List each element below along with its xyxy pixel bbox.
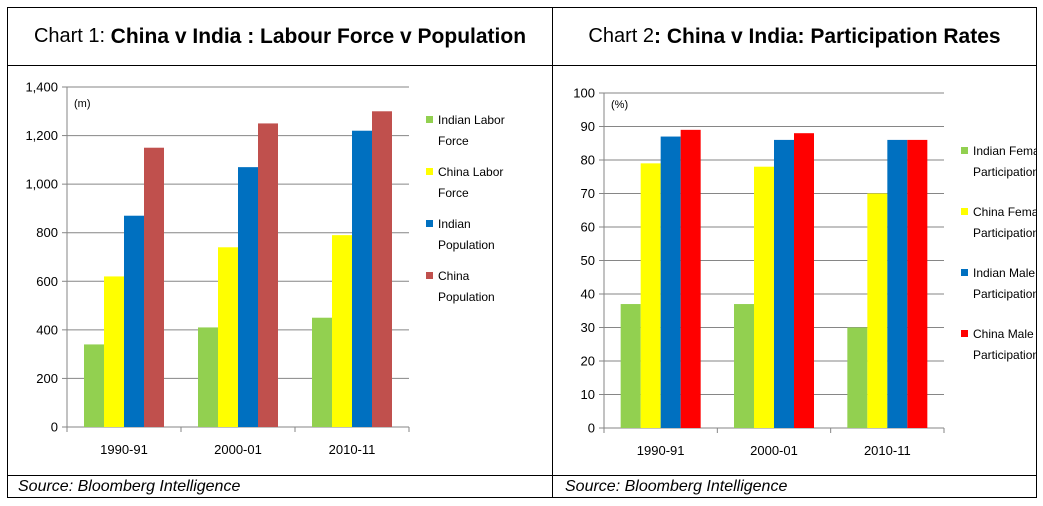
chart2-legend-label: China Male — [973, 327, 1034, 341]
chart1-bar — [332, 235, 352, 427]
chart2-bar — [774, 139, 794, 428]
chart2-ytick-label: 70 — [581, 186, 595, 201]
chart1-bar — [198, 327, 218, 427]
chart2-legend-label: Participation — [973, 287, 1036, 301]
chart1-title: Chart 1: China v India : Labour Force v … — [8, 8, 552, 65]
chart2-ytick-label: 0 — [588, 421, 595, 436]
chart2-bar — [620, 304, 641, 428]
chart2-bar — [907, 139, 928, 428]
chart2-legend-swatch — [961, 208, 968, 215]
chart1-legend-label: China Labor — [438, 165, 503, 179]
chart2-bar — [754, 166, 774, 428]
chart2-unit-label: (%) — [611, 99, 628, 111]
chart2-legend-label: Participation — [973, 226, 1036, 240]
chart1-ytick-label: 0 — [51, 420, 58, 435]
chart1-unit-label: (m) — [74, 98, 91, 110]
chart2-ytick-label: 10 — [581, 387, 595, 402]
chart1-bar — [372, 111, 392, 428]
chart2-bar — [660, 136, 681, 429]
chart1-legend-swatch — [426, 272, 433, 279]
chart1-ytick-label: 200 — [36, 371, 58, 386]
chart1-legend-label: Force — [438, 186, 469, 200]
chart1-ytick-label: 1,400 — [25, 80, 58, 95]
chart2-bar — [734, 304, 754, 428]
chart1-legend-label: Population — [438, 238, 495, 252]
chart2-bar — [847, 327, 868, 428]
chart1-bar — [238, 167, 258, 427]
chart-panel-frame: Chart 1: China v India : Labour Force v … — [7, 7, 1037, 498]
chart2-title-prefix: Chart 2 — [588, 25, 655, 47]
chart2-ytick-label: 80 — [581, 153, 595, 168]
chart1-legend-label: Indian Labor — [438, 113, 505, 127]
chart1-ytick-label: 1,200 — [25, 128, 58, 143]
chart2-bar — [640, 163, 661, 428]
chart1-bar — [258, 123, 278, 427]
chart1-plot: 0 200 400 600 800 1,000 1,200 1,400 (m) 1990-91 20… — [25, 80, 505, 458]
chart1-bar — [312, 317, 332, 427]
chart1-ytick-label: 400 — [36, 322, 58, 337]
chart1-legend-swatch — [426, 168, 433, 175]
chart1-xtick-label: 2000-01 — [214, 442, 262, 457]
chart2-legend-swatch — [961, 330, 968, 337]
chart2-ytick-label: 20 — [581, 354, 595, 369]
chart1-legend-label: China — [438, 269, 470, 283]
chart2-bar — [794, 133, 814, 428]
chart2-legend-label: Indian Male — [973, 266, 1035, 280]
chart2-ytick-label: 40 — [581, 287, 595, 302]
chart2-bar — [887, 139, 908, 428]
chart2-ytick-label: 30 — [581, 320, 595, 335]
chart1-bar — [144, 147, 164, 427]
chart2-legend-swatch — [961, 269, 968, 276]
chart2-xtick-label: 1990-91 — [637, 443, 685, 458]
chart1-title-text: China v India : Labour Force v Populatio… — [110, 24, 527, 48]
chart2-legend-label: China Female — [973, 205, 1036, 219]
chart1-bar — [218, 247, 238, 427]
chart2-xtick-label: 2000-01 — [750, 443, 798, 458]
footer-divider — [8, 475, 1036, 476]
chart2-bar — [680, 129, 701, 428]
chart1-legend-label: Indian — [438, 217, 471, 231]
chart1-xtick-label: 2010-11 — [329, 442, 376, 457]
chart2-legend-swatch — [961, 147, 968, 154]
chart2-ytick-label: 100 — [573, 86, 595, 101]
chart2-source: Source: Bloomberg Intelligence — [565, 478, 788, 495]
chart2-title: Chart 2: China v India: Participation Ra… — [553, 8, 1036, 65]
chart1-bar — [104, 276, 124, 427]
chart2-bar — [867, 193, 888, 428]
chart1-title-prefix: Chart 1: — [33, 25, 106, 47]
chart1-legend-swatch — [426, 116, 433, 123]
chart2-legend-label: Participation — [973, 165, 1036, 179]
chart2-ytick-label: 50 — [581, 253, 595, 268]
chart2-plot: 0 10 20 30 40 50 60 70 80 90 100 (%) 1990-91 2000-01 2… — [573, 86, 1036, 459]
chart1-legend-swatch — [426, 220, 433, 227]
chart1-ytick-label: 800 — [36, 225, 58, 240]
chart1-bar — [124, 215, 144, 427]
chart2-ytick-label: 60 — [581, 220, 595, 235]
chart1-source: Source: Bloomberg Intelligence — [18, 478, 241, 495]
chart2-title-text: : China v India: Participation Rates — [654, 24, 1001, 48]
chart1-legend-label: Force — [438, 134, 469, 148]
chart2-xtick-label: 2010-11 — [864, 443, 911, 458]
chart1-bar — [84, 344, 104, 427]
vertical-divider — [552, 8, 553, 497]
chart1-ytick-label: 600 — [36, 274, 58, 289]
chart1-bar — [352, 130, 372, 427]
chart1-legend-label: Population — [438, 290, 495, 304]
chart2-legend-label: Participation — [973, 348, 1036, 362]
chart2-ytick-label: 90 — [581, 119, 595, 134]
chart1-xtick-label: 1990-91 — [100, 442, 148, 457]
chart2-legend-label: Indian Female — [973, 144, 1036, 158]
header-divider — [8, 65, 1036, 66]
chart1-ytick-label: 1,000 — [25, 177, 58, 192]
